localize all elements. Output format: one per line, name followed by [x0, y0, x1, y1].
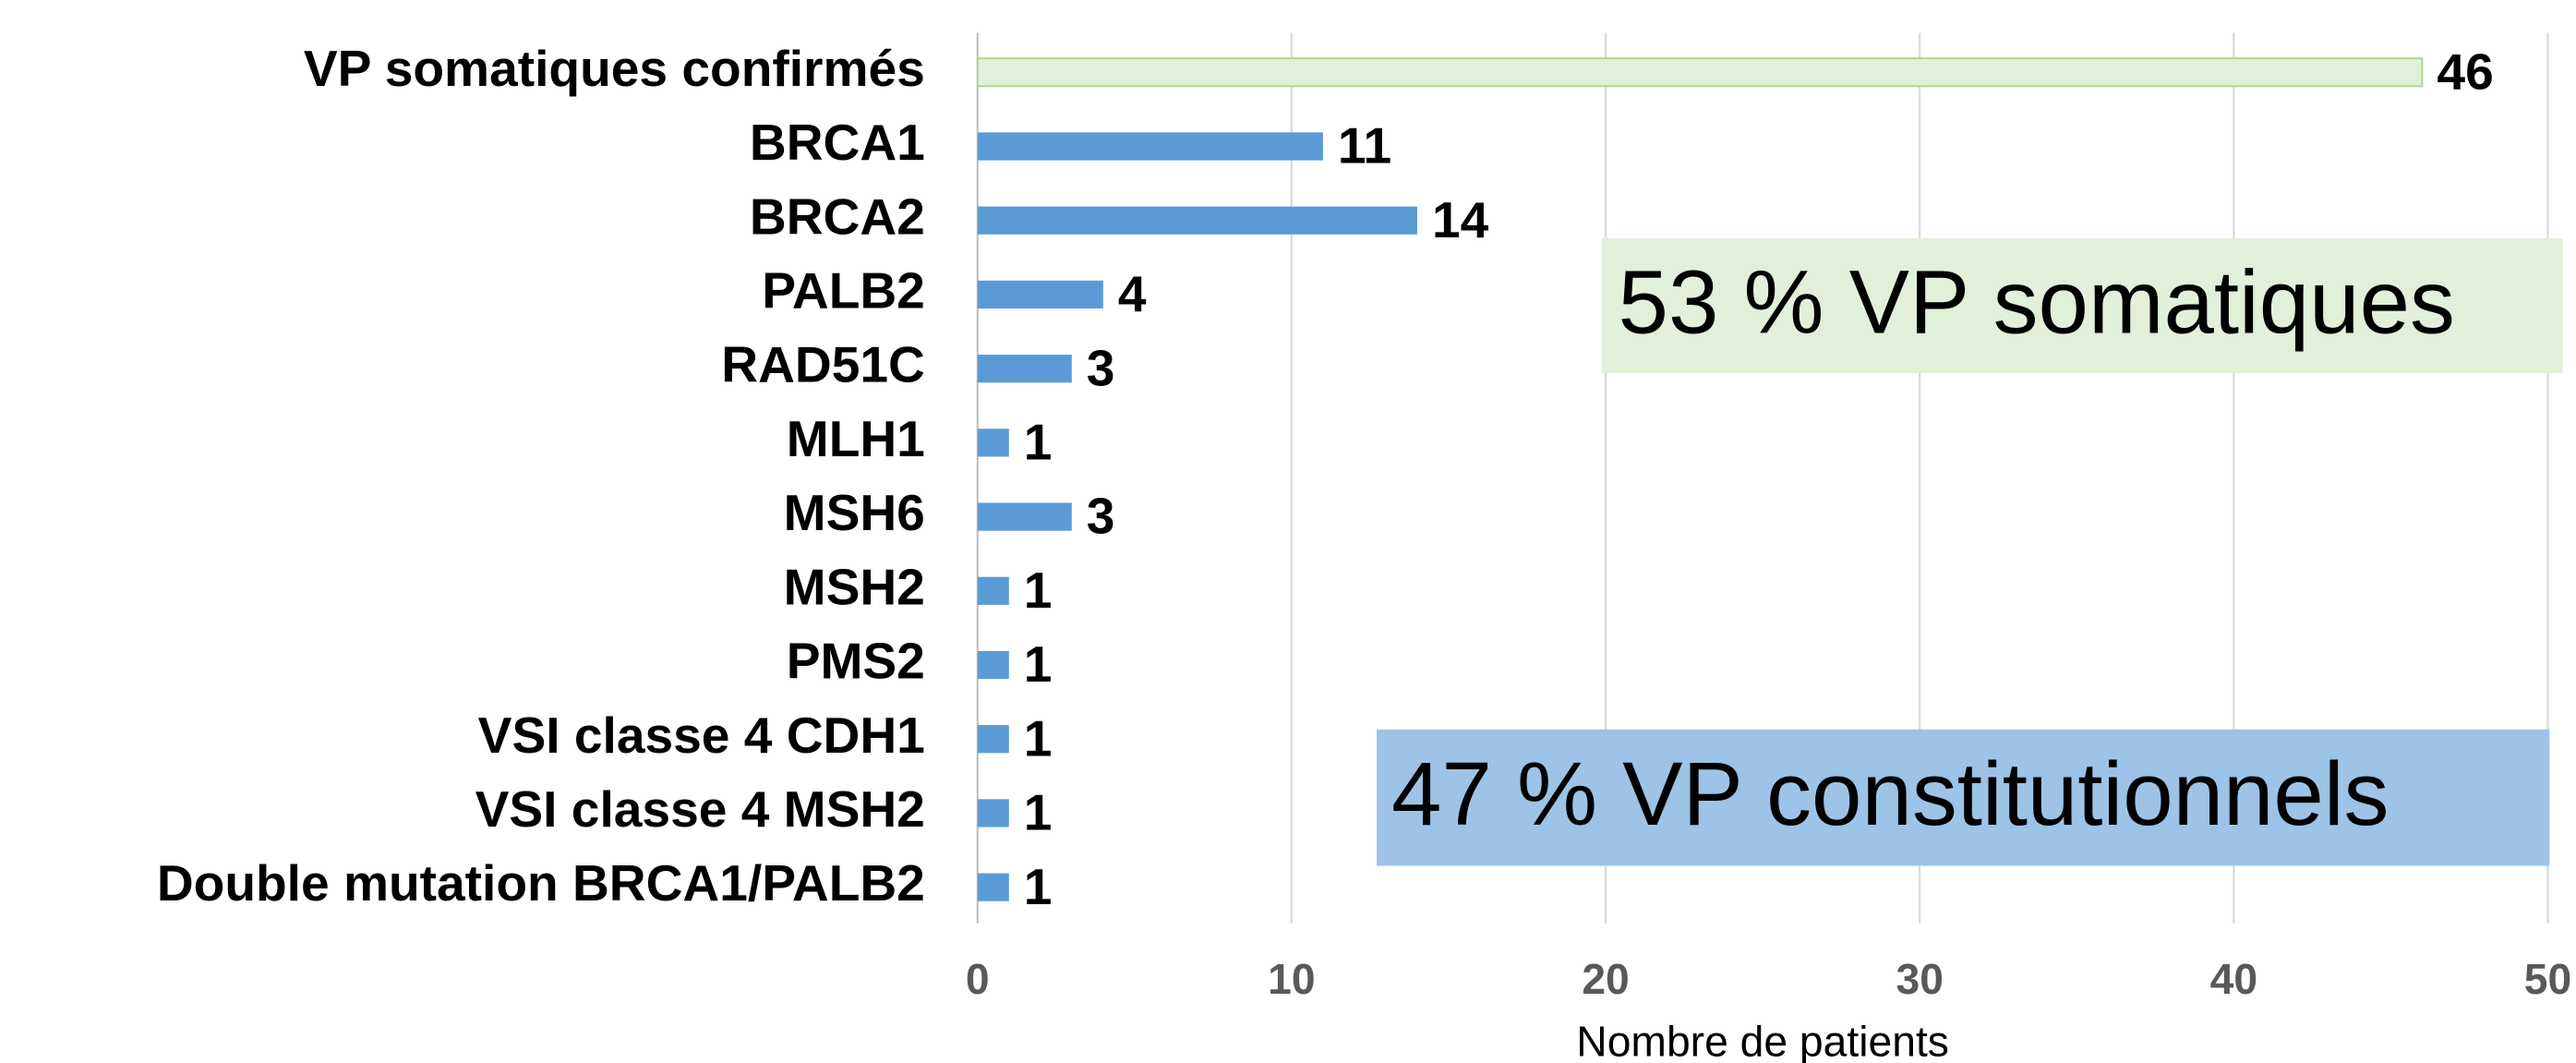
data-label: 46: [2437, 42, 2493, 100]
bar: [977, 502, 1072, 531]
x-tick-label: 50: [2524, 955, 2571, 1003]
data-label: 1: [1024, 784, 1053, 841]
y-tick-label: MSH6: [784, 484, 925, 541]
data-label: 4: [1118, 265, 1147, 322]
y-tick-label: PALB2: [762, 261, 925, 319]
data-label: 1: [1024, 709, 1053, 767]
bar: [977, 355, 1072, 383]
data-label: 1: [1024, 413, 1053, 470]
bar: [977, 576, 1009, 605]
y-tick-label: MSH2: [784, 558, 925, 615]
bar: [977, 132, 1323, 161]
y-tick-label: RAD51C: [721, 336, 925, 393]
y-tick-label: PMS2: [787, 633, 925, 690]
y-tick-label: MLH1: [787, 410, 925, 467]
bar: [976, 57, 2424, 88]
data-label: 1: [1024, 562, 1053, 619]
data-label: 3: [1087, 339, 1115, 396]
annotation-text: 47 % VP constitutionnels: [1391, 743, 2389, 844]
annotation-box: [1601, 237, 2563, 373]
y-tick-label: VSI classe 4 CDH1: [478, 707, 925, 764]
bar: [977, 280, 1103, 309]
data-label: 14: [1432, 191, 1489, 248]
data-label: 11: [1338, 117, 1391, 175]
y-tick-label: BRCA1: [750, 114, 925, 171]
data-label: 1: [1024, 858, 1053, 915]
bar: [977, 650, 1009, 680]
y-tick-label: VSI classe 4 MSH2: [475, 780, 925, 838]
data-label: 3: [1087, 488, 1115, 545]
x-tick-label: 10: [1268, 955, 1315, 1003]
bar: [977, 429, 1009, 457]
bar: [977, 725, 1009, 754]
y-tick-label: Double mutation BRCA1/PALB2: [157, 854, 925, 912]
bar: [977, 799, 1009, 827]
data-label: 1: [1024, 635, 1053, 693]
x-axis-label: Nombre de patients: [1576, 1018, 1949, 1063]
annotation-box: [1377, 729, 2550, 866]
bar: [977, 206, 1417, 235]
x-tick-label: 30: [1896, 955, 1943, 1003]
x-tick-label: 20: [1582, 955, 1629, 1003]
bar: [977, 873, 1009, 901]
x-tick-label: 40: [2210, 955, 2257, 1003]
y-tick-label: VP somatiques confirmés: [304, 40, 925, 97]
x-tick-label: 0: [966, 955, 990, 1003]
annotation-text: 53 % VP somatiques: [1619, 250, 2455, 352]
y-tick-label: BRCA2: [750, 187, 925, 245]
